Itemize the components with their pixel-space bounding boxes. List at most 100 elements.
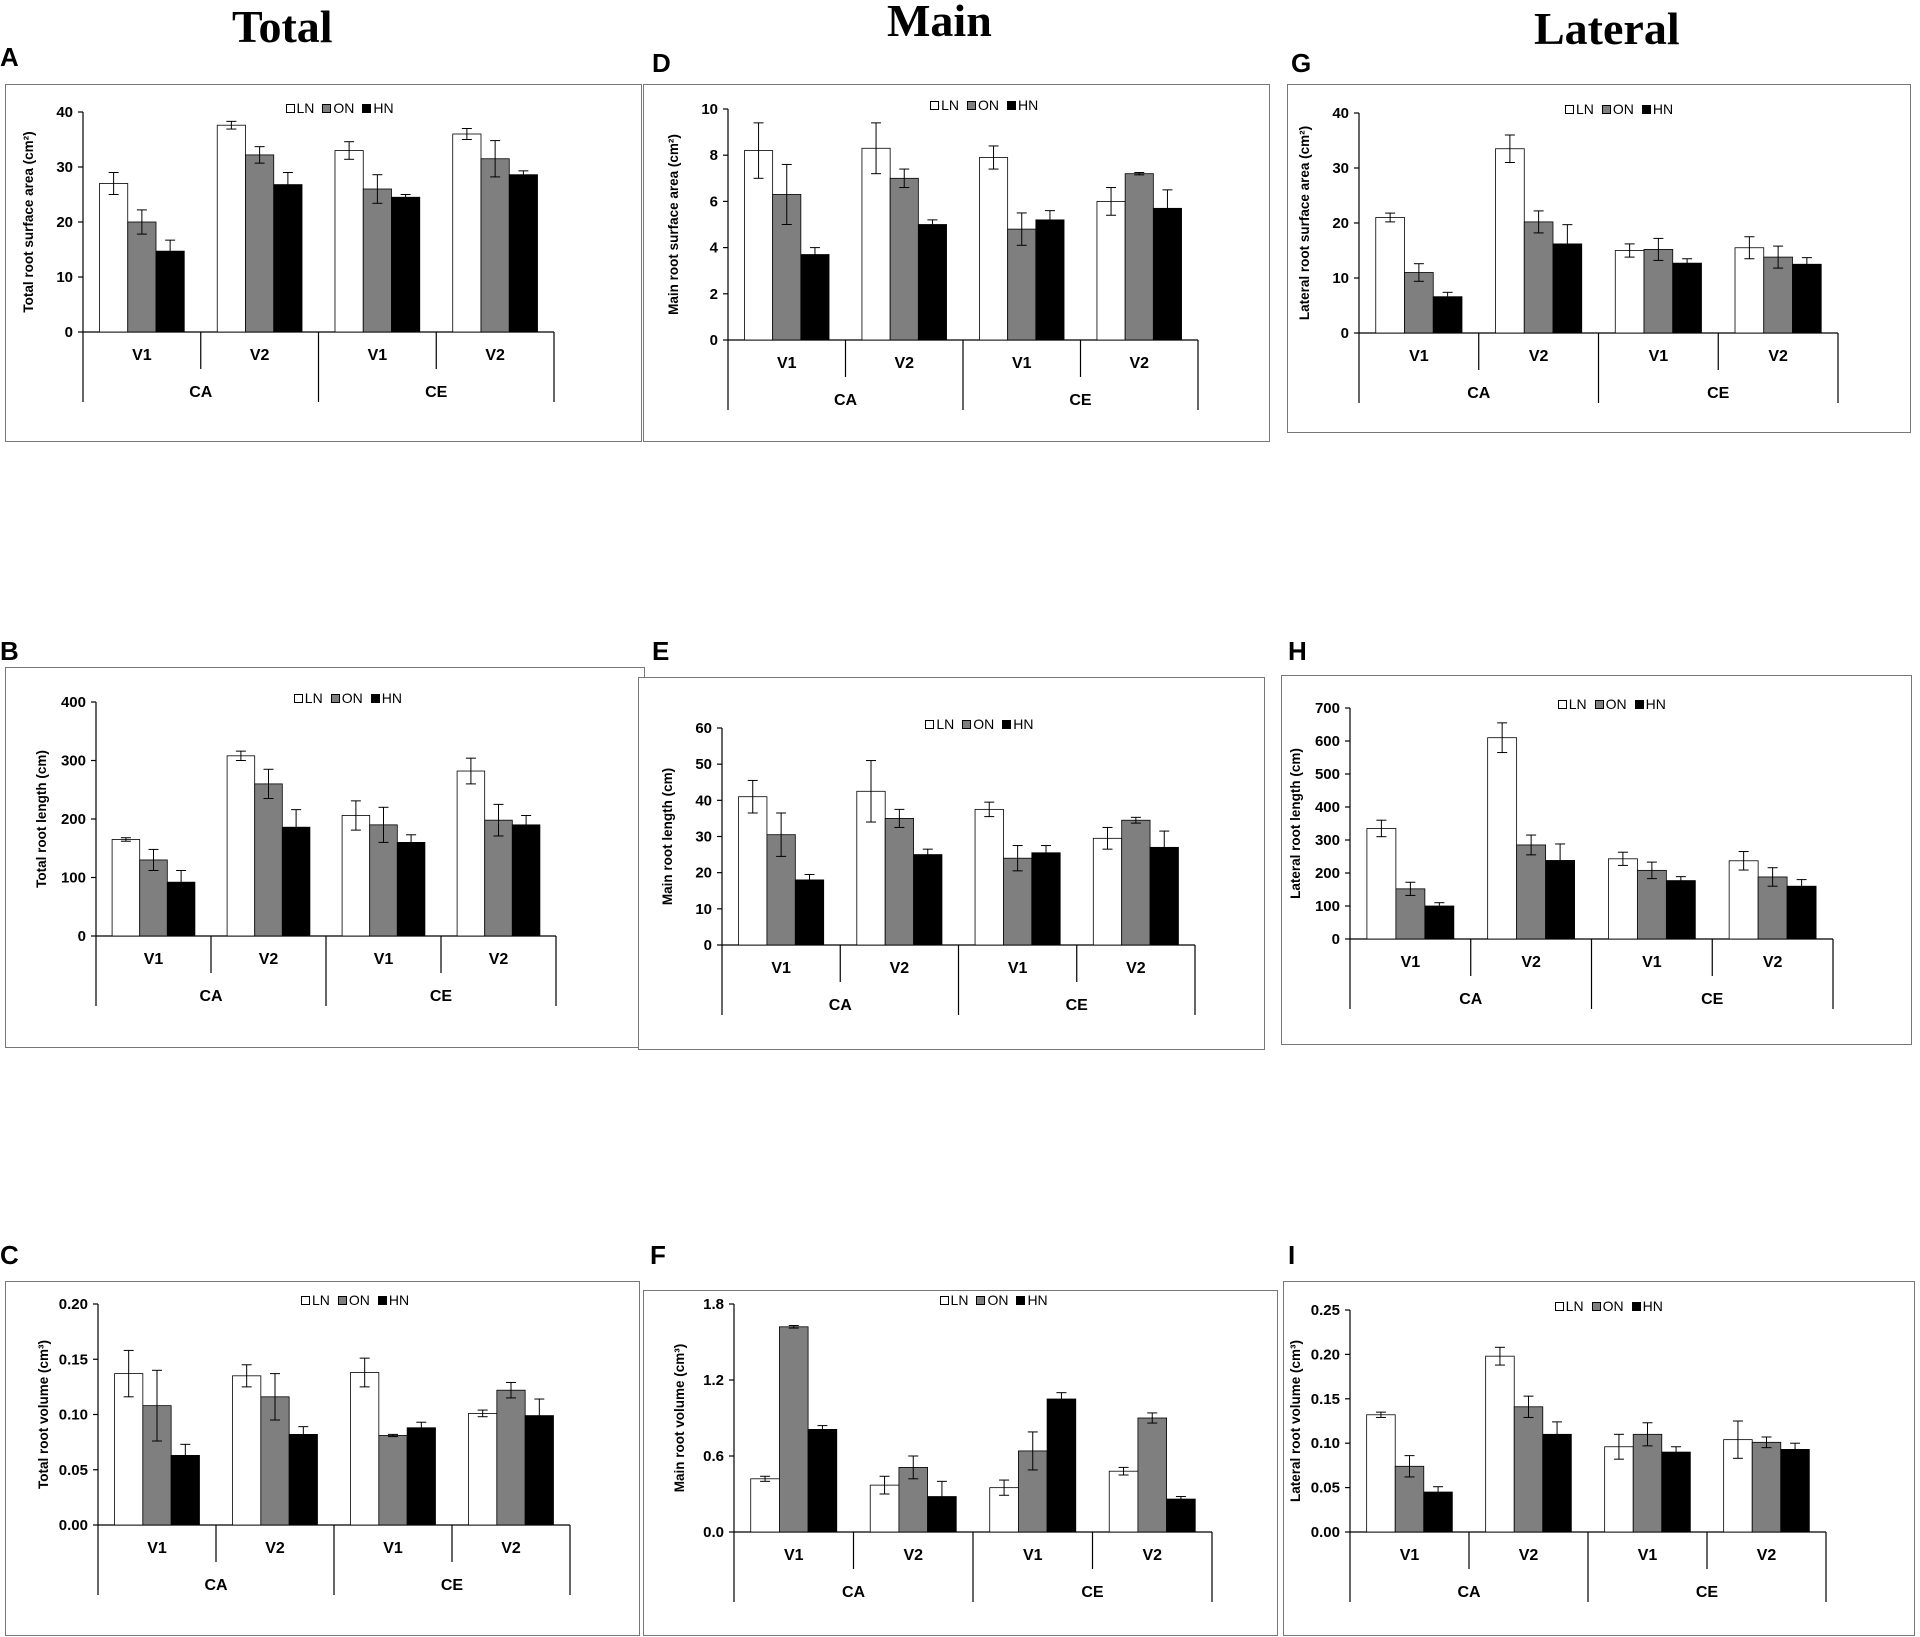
- legend-item-on: ON: [322, 100, 354, 116]
- y-tick-label: 200: [1315, 865, 1340, 882]
- bar-on: [1395, 888, 1426, 940]
- y-tick-label: 100: [61, 870, 86, 887]
- bar-ln: [1096, 201, 1126, 341]
- legend-label: LN: [311, 1292, 330, 1308]
- y-tick-label: 10: [1332, 270, 1349, 287]
- legend-label: ON: [333, 100, 355, 116]
- group-label: CE: [1081, 1584, 1104, 1601]
- panel-letter-f: F: [650, 1240, 666, 1270]
- legend-label: ON: [973, 716, 995, 732]
- y-tick-label: 30: [56, 159, 73, 176]
- bar-hn: [1152, 207, 1182, 341]
- chart-panel-c: 0.00 0.05 0.10 0.15 0.20 Total root volume (c…: [5, 1281, 640, 1636]
- chart-panel-e: 0 10 20 30 40 50 60 Main root length (cm) V1 V2 V1…: [638, 677, 1265, 1050]
- legend-item-on: ON: [962, 716, 994, 732]
- bar-hn: [1661, 1451, 1691, 1533]
- legend-swatch: [1641, 104, 1651, 114]
- y-tick-label: 0.20: [1311, 1346, 1340, 1363]
- chart-panel-b: 0 100 200 300 400 Total root length (cm) V1 V2 V…: [5, 667, 645, 1048]
- category-label: V1: [1401, 954, 1421, 971]
- chart-svg-a: 0 10 20 30 40 Total root surface area (cm²) V1…: [21, 104, 555, 402]
- bar-ln: [232, 1375, 262, 1526]
- bar-on: [1516, 844, 1547, 940]
- chart-panel-d: 0 2 4 6 8 10 Main root surface area (cm²) V1 V2 V…: [643, 84, 1270, 442]
- legend: LN ON HN: [1564, 101, 1673, 117]
- bar-hn: [1542, 1433, 1572, 1533]
- category-label: V2: [1519, 1547, 1539, 1564]
- legend-swatch: [1634, 699, 1644, 709]
- legend-label: ON: [987, 1292, 1009, 1308]
- y-tick-label: 0.00: [59, 1517, 88, 1534]
- category-label: V1: [777, 355, 797, 372]
- bar-ln: [99, 183, 129, 333]
- legend-item-hn: HN: [370, 690, 402, 706]
- bar-on: [1632, 1433, 1663, 1533]
- y-tick-label: 0.15: [1311, 1391, 1340, 1408]
- group-label: CE: [1696, 1584, 1719, 1601]
- bar-on: [884, 818, 914, 946]
- y-tick-label: 10: [695, 901, 712, 918]
- y-tick-label: 100: [1315, 898, 1340, 915]
- legend-swatch: [285, 103, 295, 113]
- bar-hn: [913, 854, 943, 946]
- column-title-total: Total: [232, 1, 333, 52]
- y-tick-label: 20: [1332, 215, 1349, 232]
- bar-hn: [288, 1433, 318, 1526]
- legend-swatch: [939, 1295, 949, 1305]
- bar-ln: [350, 1372, 380, 1526]
- legend-swatch: [976, 1295, 986, 1305]
- legend-label: HN: [373, 100, 394, 116]
- legend-label: HN: [1027, 1292, 1048, 1308]
- group-label: CE: [1069, 392, 1092, 409]
- category-label: V1: [1012, 355, 1032, 372]
- panel-letter-a: A: [0, 42, 19, 72]
- y-tick-label: 500: [1315, 766, 1340, 783]
- chart-panel-g: 0 10 20 30 40 Lateral root surface area (cm²)…: [1287, 84, 1911, 433]
- category-label: V2: [1529, 348, 1549, 365]
- category-label: V2: [1757, 1547, 1777, 1564]
- y-tick-label: 300: [1315, 832, 1340, 849]
- y-axis-label: Lateral root surface area (cm²): [1297, 126, 1312, 320]
- legend: LN ON HN: [930, 97, 1038, 113]
- legend-label: LN: [1565, 1298, 1584, 1314]
- y-axis-label: Total root volume (cm³): [36, 1340, 51, 1489]
- bar-on: [1763, 256, 1793, 334]
- chart-panel-f: 0.0 0.6 1.2 1.8 Main root volume (cm³) V1 V2 V1…: [643, 1290, 1278, 1636]
- bar-ln: [744, 150, 774, 341]
- legend-label: ON: [1605, 696, 1627, 712]
- chart-svg-f: 0.0 0.6 1.2 1.8 Main root volume (cm³) V1 V2 V1…: [672, 1296, 1213, 1602]
- bar-hn: [1166, 1498, 1196, 1533]
- y-tick-label: 40: [695, 792, 712, 809]
- legend-label: LN: [296, 100, 315, 116]
- y-tick-label: 0.10: [59, 1407, 88, 1424]
- y-tick-label: 700: [1315, 700, 1340, 717]
- y-axis-label: Lateral root length (cm): [1288, 748, 1303, 899]
- legend-item-on: ON: [1594, 696, 1627, 712]
- legend-swatch: [377, 1295, 387, 1305]
- legend: LN ON HN: [1554, 1298, 1663, 1314]
- legend-swatch: [1601, 104, 1611, 114]
- legend-item-on: ON: [1601, 101, 1634, 117]
- legend-label: HN: [1645, 696, 1666, 712]
- y-tick-label: 0.20: [59, 1296, 88, 1313]
- panel-letter-i: I: [1288, 1240, 1296, 1270]
- y-tick-label: 40: [56, 104, 73, 121]
- bar-on: [1757, 876, 1788, 940]
- legend-item-on: ON: [976, 1292, 1008, 1308]
- category-label: V2: [259, 951, 279, 968]
- category-label: V2: [1521, 954, 1541, 971]
- category-label: V2: [1126, 960, 1146, 977]
- y-axis-label: Main root surface area (cm²): [666, 134, 681, 315]
- bar-hn: [794, 879, 825, 946]
- legend-swatch: [1631, 1301, 1641, 1311]
- y-tick-label: 4: [710, 240, 719, 257]
- legend-label: ON: [1612, 101, 1634, 117]
- bar-ln: [738, 796, 768, 946]
- bar-hn: [1786, 885, 1817, 940]
- legend-item-ln: LN: [1554, 1298, 1584, 1314]
- category-label: V1: [1409, 348, 1429, 365]
- bar-hn: [273, 184, 303, 333]
- legend-item-on: ON: [337, 1292, 370, 1308]
- bar-hn: [1792, 263, 1822, 334]
- bar-ln: [1734, 247, 1765, 334]
